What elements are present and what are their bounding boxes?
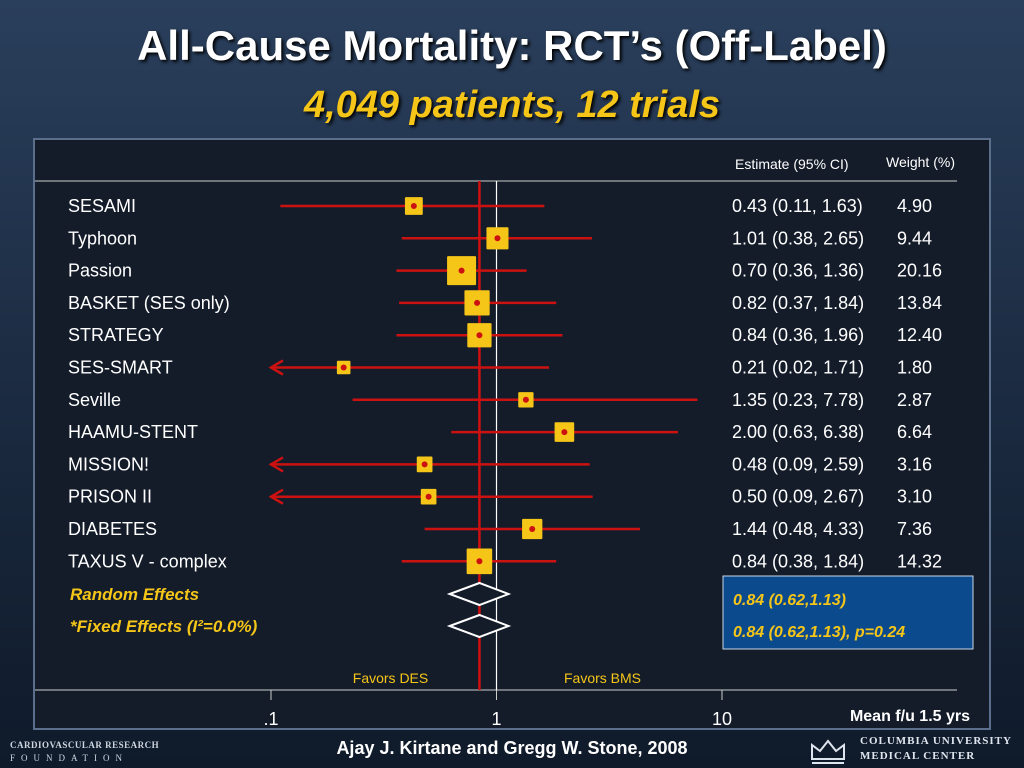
ci-arrow-left <box>268 488 284 505</box>
study-point <box>458 267 465 274</box>
study-weight-text: 7.36 <box>897 519 932 539</box>
estimate-column-header: Estimate (95% CI) <box>735 156 849 172</box>
study-point <box>410 203 417 209</box>
followup-note: Mean f/u 1.5 yrs <box>850 708 970 725</box>
columbia-logo: COLUMBIA UNIVERSITY MEDICAL CENTER <box>808 733 1018 765</box>
study-weight-text: 20.16 <box>897 261 942 281</box>
study-name: SES-SMART <box>68 358 173 378</box>
study-weight-text: 4.90 <box>897 196 932 216</box>
study-name: DIABETES <box>68 519 157 539</box>
pooled-results-box <box>722 575 974 650</box>
slide-title: All-Cause Mortality: RCT’s (Off-Label) <box>137 22 887 69</box>
study-weight-text: 9.44 <box>897 228 932 248</box>
forest-plot: Estimate (95% CI) Weight (%) .1 1 10 Favors D… <box>35 154 974 728</box>
study-name: Passion <box>68 261 132 281</box>
study-name: Seville <box>68 390 121 410</box>
study-point <box>476 558 483 565</box>
study-name: Typhoon <box>68 228 137 248</box>
study-name: STRATEGY <box>68 325 164 345</box>
study-point <box>561 429 568 436</box>
columbia-logo-line2: MEDICAL CENTER <box>860 750 976 762</box>
pooled-diamond <box>446 581 512 607</box>
columbia-logo-line1: COLUMBIA UNIVERSITY <box>860 735 1012 747</box>
study-estimate-text: 0.48 (0.09, 2.59) <box>732 454 864 474</box>
study-weight-text: 13.84 <box>897 293 942 313</box>
study-estimate-text: 0.82 (0.37, 1.84) <box>732 293 864 313</box>
ci-arrow-left <box>268 456 284 473</box>
favors-bms-label: Favors BMS <box>564 670 641 686</box>
x-tick-label: .1 <box>263 709 278 728</box>
pooled-diamond <box>446 613 512 639</box>
study-name: TAXUS V - complex <box>68 551 227 571</box>
ci-arrow-left <box>268 359 284 376</box>
study-weight-text: 2.87 <box>897 390 932 410</box>
crf-logo-line1: CARDIOVASCULAR RESEARCH <box>10 740 160 750</box>
pooled-estimate-text: 0.84 (0.62,1.13), p=0.24 <box>733 624 905 641</box>
study-point <box>494 235 501 242</box>
study-weight-text: 6.64 <box>897 422 932 442</box>
study-estimate-text: 0.21 (0.02, 1.71) <box>732 358 864 378</box>
study-weight-text: 3.16 <box>897 454 932 474</box>
study-weight-text: 14.32 <box>897 551 942 571</box>
slide-subtitle: 4,049 patients, 12 trials <box>303 84 721 126</box>
study-point <box>340 364 347 371</box>
crf-logo-line2: FOUNDATION <box>10 753 128 763</box>
study-estimate-text: 1.44 (0.48, 4.33) <box>732 519 864 539</box>
study-point <box>421 461 428 468</box>
pooled-label: Random Effects <box>70 585 199 604</box>
study-estimate-text: 0.70 (0.36, 1.36) <box>732 261 864 281</box>
favors-des-label: Favors DES <box>353 670 428 686</box>
study-point <box>529 526 536 532</box>
x-tick-label: 10 <box>712 709 732 728</box>
study-name: BASKET (SES only) <box>68 293 230 313</box>
study-estimate-text: 0.43 (0.11, 1.63) <box>732 196 863 216</box>
weight-column-header: Weight (%) <box>886 154 955 170</box>
study-name: PRISON II <box>68 487 152 507</box>
study-name: HAAMU-STENT <box>68 422 198 442</box>
study-point <box>476 332 483 339</box>
study-weight-text: 1.80 <box>897 358 932 378</box>
study-point <box>474 299 481 306</box>
citation: Ajay J. Kirtane and Gregg W. Stone, 2008 <box>336 738 688 758</box>
study-estimate-text: 1.35 (0.23, 7.78) <box>732 390 864 410</box>
study-point <box>522 396 529 403</box>
study-estimate-text: 2.00 (0.63, 6.38) <box>732 422 864 442</box>
pooled-estimate-text: 0.84 (0.62,1.13) <box>733 592 846 609</box>
study-name: SESAMI <box>68 196 136 216</box>
forest-plot-panel: Estimate (95% CI) Weight (%) .1 1 10 Favors D… <box>33 138 991 730</box>
study-weight-text: 12.40 <box>897 325 942 345</box>
x-tick-label: 1 <box>491 709 501 728</box>
study-weight-text: 3.10 <box>897 487 932 507</box>
crf-logo: CARDIOVASCULAR RESEARCH FOUNDATION <box>10 740 160 766</box>
study-estimate-text: 0.84 (0.36, 1.96) <box>732 325 864 345</box>
study-estimate-text: 1.01 (0.38, 2.65) <box>732 228 864 248</box>
study-estimate-text: 0.50 (0.09, 2.67) <box>732 487 864 507</box>
study-point <box>425 493 432 500</box>
study-name: MISSION! <box>68 454 149 474</box>
pooled-label: *Fixed Effects (I²=0.0%) <box>70 617 258 636</box>
study-estimate-text: 0.84 (0.38, 1.84) <box>732 551 864 571</box>
crown-icon <box>811 739 845 764</box>
